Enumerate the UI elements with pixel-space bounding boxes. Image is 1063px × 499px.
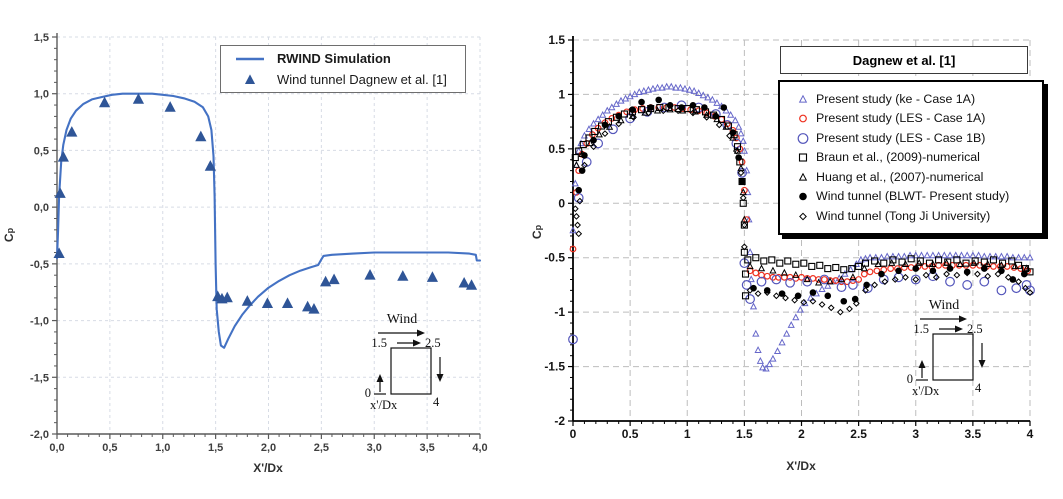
svg-text:2,0: 2,0: [261, 442, 276, 454]
svg-text:0: 0: [365, 386, 371, 400]
legend-item-label: Huang et al., (2007)-numerical: [816, 169, 984, 184]
svg-text:-0.5: -0.5: [544, 251, 565, 265]
left-chart-legend: RWIND Simulation Wind tunnel Dagnew et al…: [220, 45, 466, 93]
svg-text:0,5: 0,5: [102, 442, 117, 454]
series-rwind: [55, 92, 482, 349]
right-legend-title: Dagnew et al. [1]: [780, 46, 1028, 74]
svg-text:3.5: 3.5: [965, 427, 982, 441]
left-y-axis-title: Cp: [2, 227, 17, 243]
svg-text:-1,0: -1,0: [30, 316, 49, 328]
legend-item-label: Wind tunnel (BLWT- Present study): [816, 189, 1010, 204]
svg-text:1: 1: [684, 427, 691, 441]
legend-item-label: Braun et al., (2009)-numerical: [816, 150, 980, 165]
legend-item-ke-case-1a: Present study (ke - Case 1A): [786, 89, 1036, 109]
legend-item-label: Present study (LES - Case 1B): [816, 130, 986, 145]
svg-text:0.5: 0.5: [622, 427, 639, 441]
svg-text:1: 1: [558, 87, 565, 101]
legend-item-blwt: Wind tunnel (BLWT- Present study): [786, 187, 1036, 207]
triangle-open-icon: [794, 170, 812, 184]
legend-item-rwind: RWIND Simulation: [221, 49, 465, 69]
series-wind-tunnel-dagnew: [53, 93, 478, 314]
svg-text:x'/Dx: x'/Dx: [370, 398, 398, 412]
svg-text:-2,0: -2,0: [30, 429, 49, 441]
svg-text:0: 0: [558, 196, 565, 210]
svg-text:1,5: 1,5: [34, 32, 49, 44]
tick-labels: 0,0 0,5 1,0 1,5 2,0 2,5 3,0 3,5 4,01,51,00,50,0-…: [30, 32, 488, 454]
legend-item-braun-2009: Braun et al., (2009)-numerical: [786, 148, 1036, 168]
svg-text:Wind: Wind: [387, 312, 418, 327]
legend-item-wind-tunnel-dagnew: Wind tunnel Dagnew et al. [1]: [221, 70, 465, 90]
svg-text:Wind: Wind: [929, 298, 960, 313]
svg-text:0,5: 0,5: [34, 145, 49, 157]
svg-text:1.5: 1.5: [548, 33, 565, 47]
legend-item-label: Wind tunnel Dagnew et al. [1]: [277, 72, 447, 87]
circle-open-icon: [794, 131, 812, 145]
svg-text:2.5: 2.5: [425, 336, 441, 350]
svg-text:4: 4: [1027, 427, 1034, 441]
svg-text:4: 4: [975, 381, 982, 395]
svg-text:3,5: 3,5: [419, 442, 434, 454]
series-tongji: [571, 107, 1034, 316]
svg-text:1.5: 1.5: [371, 336, 387, 350]
svg-text:0: 0: [570, 427, 577, 441]
svg-text:2,5: 2,5: [314, 442, 329, 454]
right-chart-legend: Present study (ke - Case 1A) Present stud…: [778, 80, 1044, 235]
svg-text:-1,5: -1,5: [30, 372, 49, 384]
svg-text:2.5: 2.5: [967, 322, 983, 336]
legend-item-les-case-1a: Present study (LES - Case 1A): [786, 109, 1036, 129]
right-y-axis-title: Cp: [530, 224, 545, 240]
svg-text:2: 2: [798, 427, 805, 441]
minor-ticks: [570, 50, 1020, 424]
svg-text:x'/Dx: x'/Dx: [912, 384, 940, 398]
svg-text:0.5: 0.5: [548, 142, 565, 156]
square-open-icon: [794, 150, 812, 164]
gridlines: [57, 36, 481, 434]
legend-item-huang-2007: Huang et al., (2007)-numerical: [786, 167, 1036, 187]
legend-item-tongji: Wind tunnel (Tong Ji University): [786, 206, 1036, 226]
left-x-axis-title: X'/Dx: [253, 461, 283, 475]
tick-labels: 0 0.5 1 1.5 2 2.5 3 3.5 4 1.5 1 0.5 0 -0.5 -1 -1.5 -2: [544, 33, 1033, 441]
series-blwt: [575, 96, 1028, 305]
line-marker-icon: [235, 52, 265, 66]
svg-text:-2: -2: [554, 414, 565, 428]
svg-text:-1: -1: [554, 305, 565, 319]
triangle-marker-icon: [235, 73, 265, 87]
legend-item-label: Present study (LES - Case 1A): [816, 111, 986, 126]
svg-text:0,0: 0,0: [34, 202, 49, 214]
svg-text:-0,5: -0,5: [30, 259, 49, 271]
circle-open-icon: [794, 111, 812, 125]
left-cp-chart: 0,0 0,5 1,0 1,5 2,0 2,5 3,0 3,5 4,01,51,00,50,0-…: [30, 32, 488, 454]
svg-text:1,0: 1,0: [34, 89, 49, 101]
svg-text:1.5: 1.5: [736, 427, 753, 441]
svg-text:3,0: 3,0: [367, 442, 382, 454]
svg-text:1,5: 1,5: [208, 442, 223, 454]
svg-text:1.5: 1.5: [913, 322, 929, 336]
svg-text:2.5: 2.5: [850, 427, 867, 441]
right-x-axis-title: X'/Dx: [786, 459, 816, 473]
legend-item-label: RWIND Simulation: [277, 51, 391, 66]
svg-text:4,0: 4,0: [472, 442, 487, 454]
minor-ticks: [54, 47, 470, 437]
legend-item-label: Present study (ke - Case 1A): [816, 91, 976, 106]
svg-text:-1.5: -1.5: [544, 360, 565, 374]
svg-text:4: 4: [433, 395, 440, 409]
diamond-open-icon: [794, 209, 812, 223]
svg-text:3: 3: [912, 427, 919, 441]
legend-item-les-case-1b: Present study (LES - Case 1B): [786, 128, 1036, 148]
legend-item-label: Wind tunnel (Tong Ji University): [816, 208, 991, 223]
circle-filled-icon: [794, 189, 812, 203]
triangle-open-icon: [794, 92, 812, 106]
svg-text:0,0: 0,0: [49, 442, 64, 454]
svg-text:0: 0: [907, 372, 913, 386]
svg-text:1,0: 1,0: [155, 442, 170, 454]
